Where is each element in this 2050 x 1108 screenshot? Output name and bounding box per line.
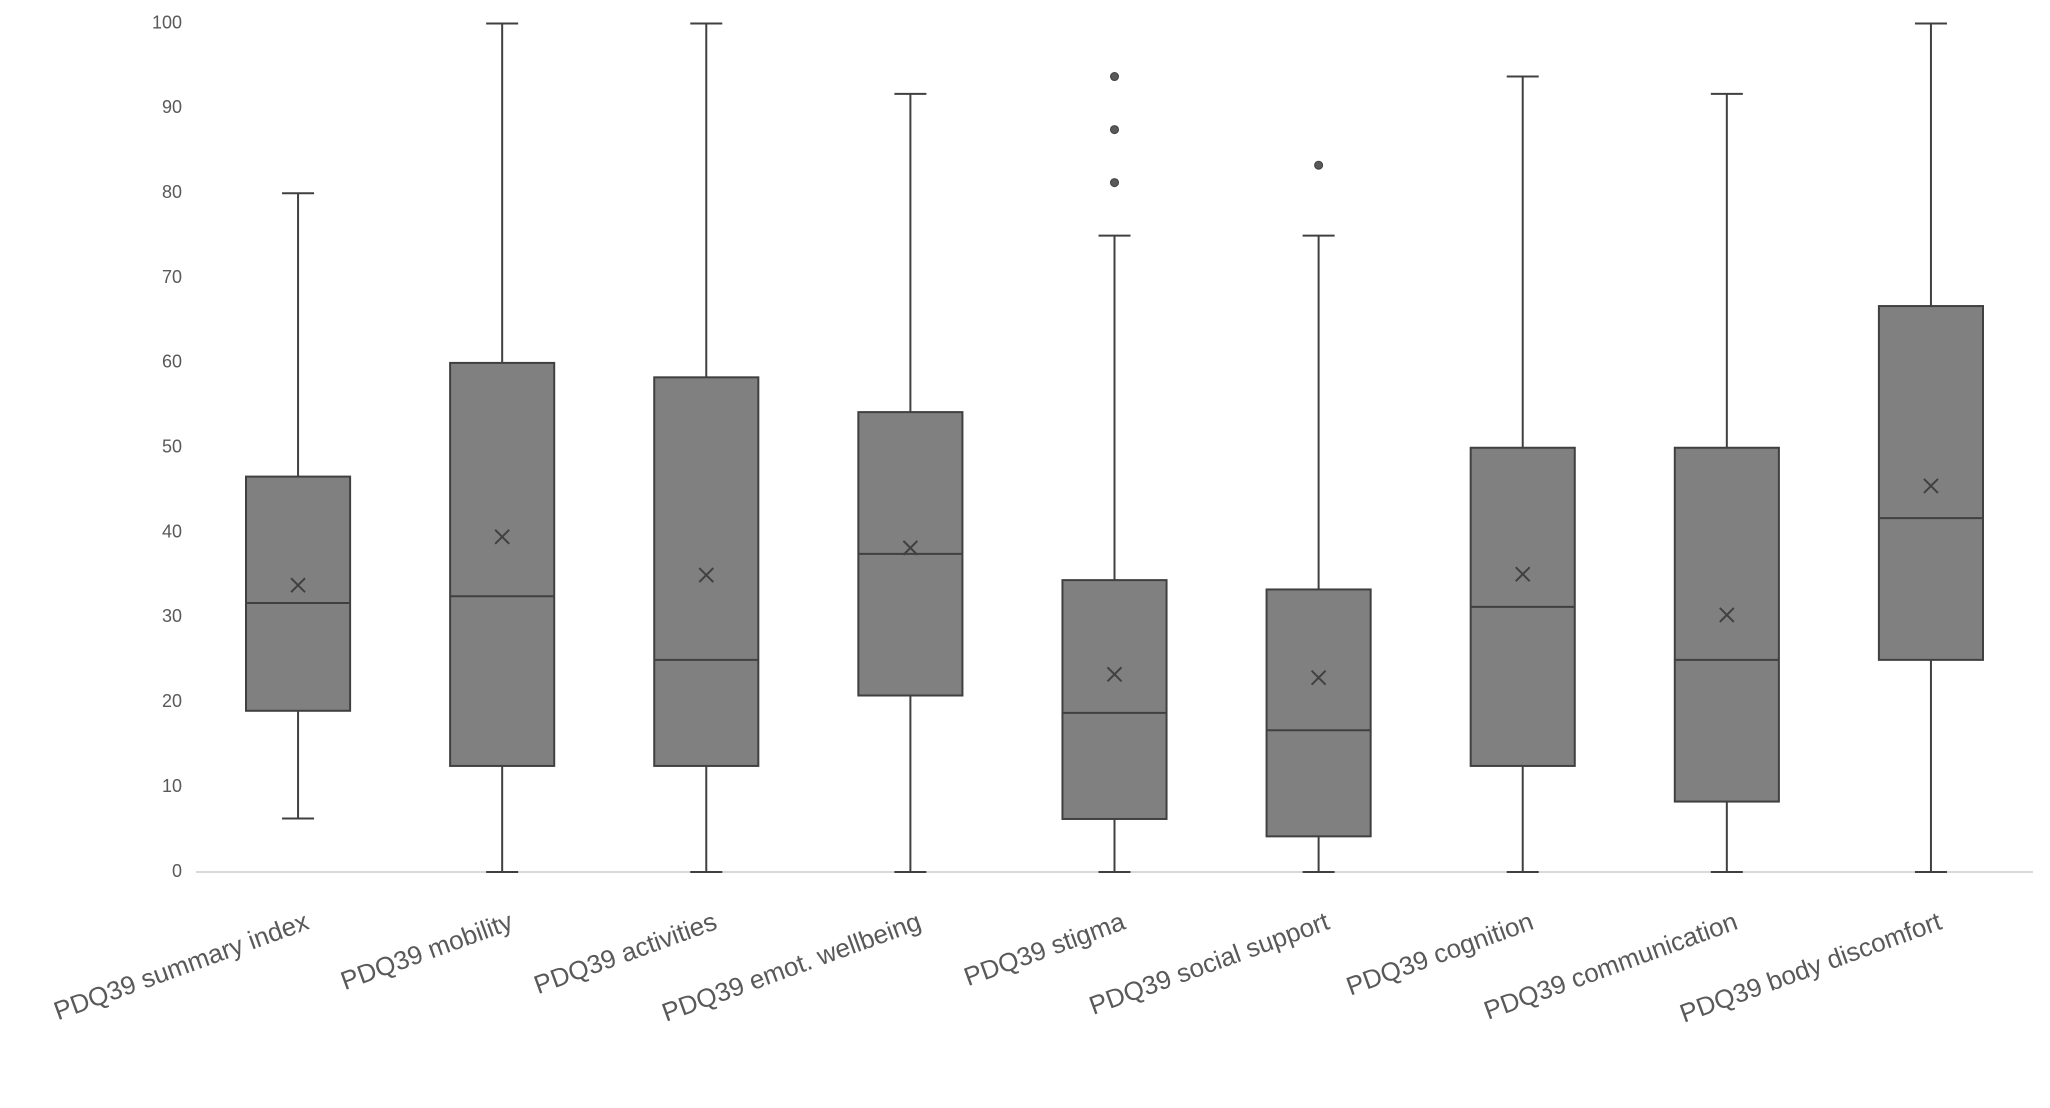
mean-marker — [902, 540, 919, 556]
box — [1265, 588, 1372, 838]
outlier — [1314, 160, 1324, 170]
box — [1877, 305, 1984, 661]
y-tick-label: 60 — [162, 352, 182, 372]
x-tick-label: PDQ39 stigma — [960, 906, 1130, 992]
mean-marker — [1106, 666, 1123, 683]
outlier — [1110, 72, 1119, 82]
y-tick-label: 20 — [162, 691, 182, 711]
mean-marker — [698, 567, 714, 583]
outlier — [1110, 125, 1119, 135]
y-tick-label: 0 — [172, 861, 182, 881]
box — [653, 376, 760, 767]
y-tick-label: 70 — [162, 267, 182, 287]
y-tick-label: 30 — [162, 606, 182, 626]
box — [449, 361, 556, 767]
y-tick-label: 10 — [162, 776, 182, 796]
box — [245, 475, 352, 712]
box — [1061, 579, 1168, 820]
mean-marker — [1310, 669, 1327, 686]
y-tick-label: 100 — [152, 12, 182, 32]
y-tick-label: 50 — [162, 437, 182, 457]
mean-marker — [1923, 478, 1939, 494]
box — [1673, 446, 1780, 803]
x-tick-label: PDQ39 activities — [530, 906, 721, 1000]
x-tick-label: PDQ39 mobility — [337, 906, 517, 996]
y-tick-label: 80 — [162, 182, 182, 202]
x-tick-label: PDQ39 summary index — [50, 906, 313, 1026]
y-tick-label: 40 — [162, 521, 182, 541]
y-tick-label: 90 — [162, 97, 182, 117]
outlier — [1110, 178, 1119, 188]
mean-marker — [290, 577, 306, 593]
mean-marker — [494, 529, 510, 545]
mean-marker — [1719, 607, 1735, 623]
mean-marker — [1515, 566, 1531, 582]
